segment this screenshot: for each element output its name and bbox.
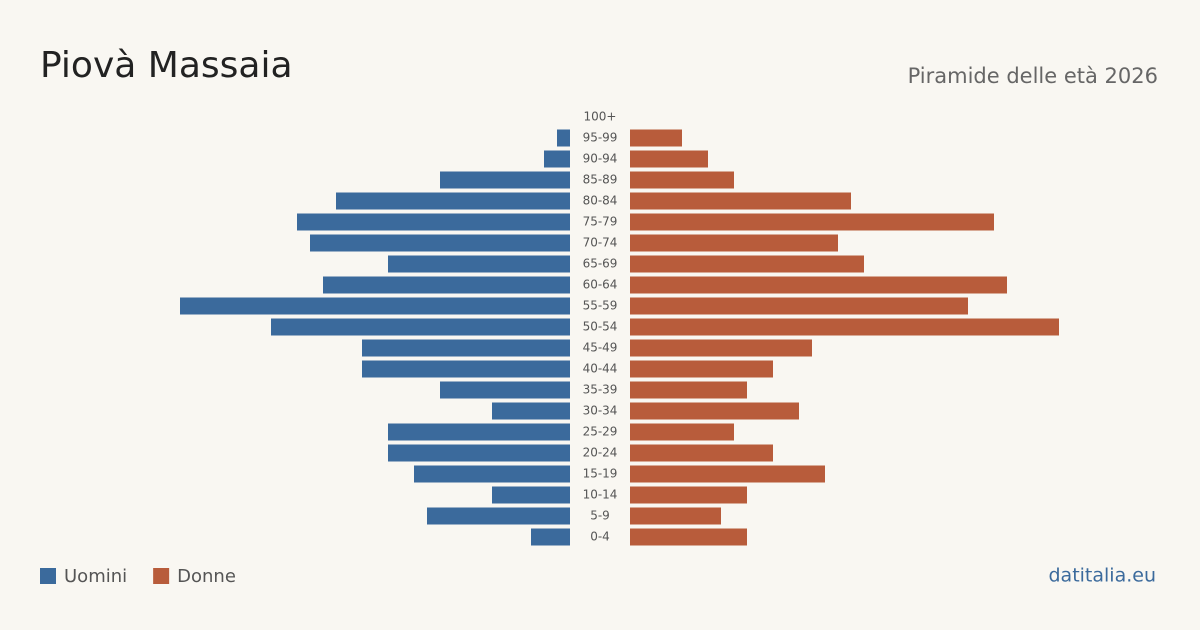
bar: [427, 507, 570, 525]
bar: [310, 234, 570, 252]
bar: [336, 192, 570, 210]
age-label: 65-69: [583, 257, 618, 271]
bar: [630, 150, 708, 168]
bar: [180, 297, 570, 315]
age-label: 35-39: [583, 383, 618, 397]
age-label: 55-59: [583, 299, 618, 313]
age-label: 50-54: [583, 320, 618, 334]
bar: [630, 423, 734, 441]
bar: [440, 171, 570, 189]
bar: [630, 297, 968, 315]
age-label: 85-89: [583, 173, 618, 187]
age-label: 5-9: [590, 509, 610, 523]
bar: [362, 339, 570, 357]
legend-label: Uomini: [64, 566, 127, 587]
bar: [492, 402, 570, 420]
age-label: 90-94: [583, 152, 618, 166]
bar: [557, 129, 570, 147]
bar: [630, 444, 773, 462]
bar: [630, 129, 682, 147]
age-label: 75-79: [583, 215, 618, 229]
age-label: 95-99: [583, 131, 618, 145]
bar: [630, 360, 773, 378]
age-label: 60-64: [583, 278, 618, 292]
age-label: 100+: [584, 110, 617, 124]
bar: [630, 465, 825, 483]
bar: [362, 360, 570, 378]
bar: [271, 318, 570, 336]
bar: [388, 255, 570, 273]
age-label: 20-24: [583, 446, 618, 460]
bar: [630, 213, 994, 231]
bar: [630, 255, 864, 273]
age-label: 15-19: [583, 467, 618, 481]
source: datitalia.eu: [1049, 565, 1157, 587]
age-label: 70-74: [583, 236, 618, 250]
bar: [414, 465, 570, 483]
bar: [630, 381, 747, 399]
bar: [630, 318, 1059, 336]
age-label: 30-34: [583, 404, 618, 418]
bar: [630, 528, 747, 546]
bar: [630, 276, 1007, 294]
bar: [630, 234, 838, 252]
age-label: 45-49: [583, 341, 618, 355]
bar: [630, 486, 747, 504]
age-label: 80-84: [583, 194, 618, 208]
bar: [630, 507, 721, 525]
bar: [630, 192, 851, 210]
bar: [531, 528, 570, 546]
bar: [544, 150, 570, 168]
bar: [323, 276, 570, 294]
legend-label: Donne: [177, 566, 236, 587]
age-label: 40-44: [583, 362, 618, 376]
chart-subtitle: Piramide delle età 2026: [908, 64, 1158, 88]
bar: [630, 402, 799, 420]
bar: [440, 381, 570, 399]
chart-title: Piovà Massaia: [40, 45, 293, 86]
age-label: 10-14: [583, 488, 618, 502]
bar: [492, 486, 570, 504]
legend-swatch: [153, 568, 170, 584]
legend-swatch: [40, 568, 56, 584]
bar: [388, 423, 570, 441]
age-label: 25-29: [583, 425, 618, 439]
bar: [388, 444, 570, 462]
bar: [630, 339, 812, 357]
bar: [630, 171, 734, 189]
bar: [297, 213, 570, 231]
age-label: 0-4: [590, 530, 610, 544]
